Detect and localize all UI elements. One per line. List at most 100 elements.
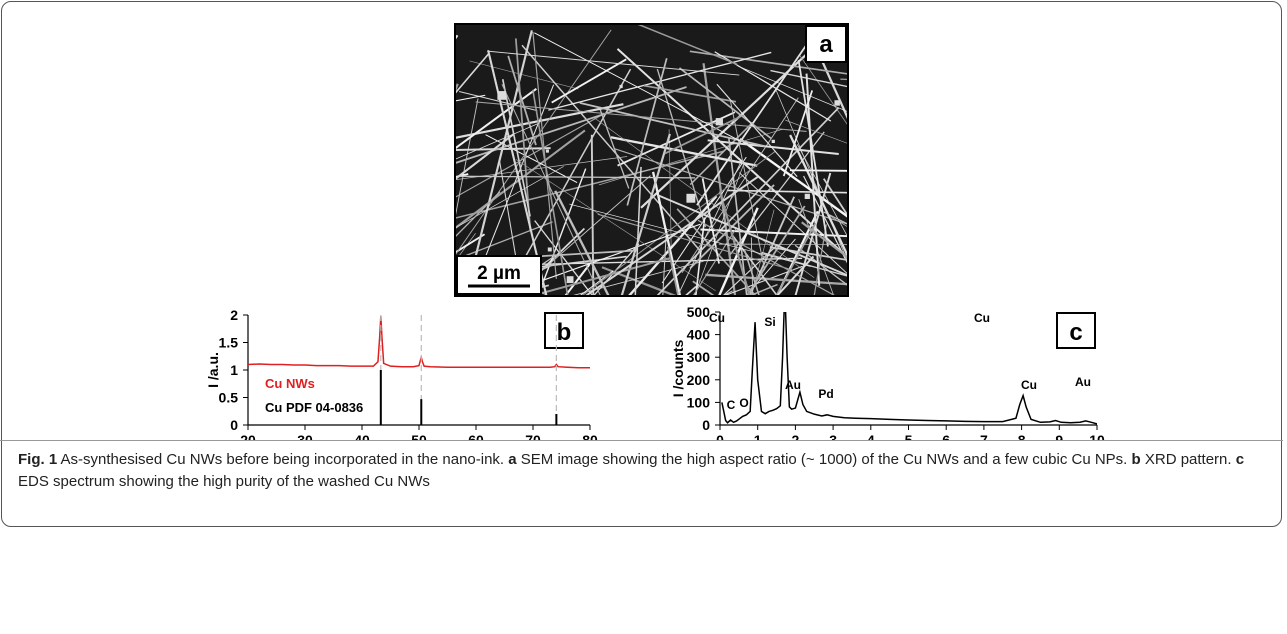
nanowire bbox=[696, 37, 812, 206]
nanowire bbox=[739, 138, 848, 219]
x-tick-label: 4 bbox=[867, 432, 875, 440]
series-label: Cu NWs bbox=[265, 376, 315, 391]
nanowire bbox=[693, 163, 745, 296]
nanowire bbox=[701, 178, 720, 264]
nanowire bbox=[613, 147, 848, 225]
nanowire bbox=[789, 169, 848, 172]
x-tick-label: 70 bbox=[525, 432, 541, 440]
caption-part-label: b bbox=[1131, 451, 1141, 468]
nanowire bbox=[469, 60, 579, 90]
y-tick-label: 0.5 bbox=[219, 390, 239, 406]
nanowire bbox=[637, 24, 738, 65]
peak-label: Cu bbox=[974, 311, 990, 325]
nanowire bbox=[797, 59, 829, 247]
x-tick-label: 50 bbox=[411, 432, 427, 440]
nanowire bbox=[626, 58, 668, 206]
nanowire bbox=[455, 86, 687, 165]
x-tick-label: 9 bbox=[1055, 432, 1063, 440]
nanowire bbox=[515, 159, 716, 292]
nanowire bbox=[657, 194, 848, 277]
nanowire bbox=[599, 109, 630, 189]
nanowire bbox=[827, 214, 848, 228]
nanowire bbox=[684, 285, 697, 296]
caption-part-label: c bbox=[1235, 451, 1245, 468]
x-tick-label: 60 bbox=[468, 432, 484, 440]
nanowire bbox=[692, 280, 716, 296]
nanowire bbox=[828, 33, 848, 44]
nanowire bbox=[823, 211, 848, 225]
nanowire bbox=[487, 50, 548, 296]
nanowire bbox=[583, 176, 759, 296]
x-tick-label: 3 bbox=[829, 432, 837, 440]
figure-number: Fig. 1 bbox=[18, 451, 58, 468]
x-tick-label: 20 bbox=[240, 432, 256, 440]
nanowire bbox=[514, 38, 532, 231]
nanowire bbox=[805, 73, 821, 286]
nanowire bbox=[455, 250, 456, 253]
nanowire bbox=[501, 79, 531, 217]
data-line bbox=[721, 312, 1097, 425]
nanowire bbox=[718, 191, 751, 296]
peak-label: O bbox=[739, 396, 748, 410]
nanowire bbox=[717, 207, 759, 296]
nanowire bbox=[664, 115, 741, 155]
nanowire bbox=[487, 50, 740, 76]
nanowire bbox=[775, 255, 815, 296]
nanoparticle bbox=[804, 193, 810, 199]
nanowire bbox=[455, 156, 628, 181]
nanowire bbox=[770, 69, 848, 88]
y-tick-label: 300 bbox=[687, 349, 711, 365]
y-tick-label: 1.5 bbox=[219, 335, 239, 351]
scale-bar-label: 2 µm bbox=[477, 263, 521, 284]
scale-bar-box bbox=[456, 255, 542, 295]
nanowire bbox=[597, 213, 794, 271]
nanowire bbox=[455, 114, 602, 199]
nanowire bbox=[775, 222, 817, 296]
nanoparticle bbox=[497, 91, 507, 100]
y-tick-label: 2 bbox=[230, 307, 238, 323]
nanowire bbox=[460, 175, 696, 179]
nanowire bbox=[726, 189, 848, 194]
y-tick-label: 100 bbox=[687, 394, 711, 410]
nanoparticle bbox=[834, 100, 840, 106]
nanowire bbox=[677, 162, 742, 296]
nanowire bbox=[729, 101, 766, 271]
y-tick-label: 1 bbox=[230, 362, 238, 378]
figure-frame bbox=[1, 1, 1282, 527]
panel-label-box bbox=[805, 25, 847, 63]
nanowire bbox=[598, 128, 783, 186]
y-tick-label: 400 bbox=[687, 327, 711, 343]
nanowire bbox=[761, 251, 848, 277]
y-tick-label: 500 bbox=[687, 304, 711, 320]
nanowire bbox=[455, 133, 515, 181]
caption-part-text: XRD pattern. bbox=[1144, 451, 1232, 468]
caption: Fig. 1 As-synthesised Cu NWs before bein… bbox=[0, 440, 1283, 493]
nanowire bbox=[794, 244, 848, 287]
y-axis-label: I /counts bbox=[670, 340, 686, 398]
nanowire bbox=[845, 44, 848, 55]
caption-part-label: a bbox=[508, 451, 517, 468]
peak-label: Pd bbox=[818, 387, 833, 401]
nanowire bbox=[498, 160, 523, 296]
nanowire bbox=[721, 244, 778, 296]
x-tick-label: 5 bbox=[905, 432, 913, 440]
nanowire bbox=[579, 102, 766, 148]
peak-label: Au bbox=[785, 378, 801, 392]
nanowire bbox=[455, 103, 624, 139]
nanowire bbox=[813, 224, 827, 296]
nanowire bbox=[782, 90, 814, 177]
nanowire bbox=[580, 150, 776, 296]
nanowire bbox=[840, 78, 848, 81]
series-label: Cu PDF 04-0836 bbox=[265, 400, 363, 415]
nanowire bbox=[594, 117, 815, 278]
nanowire bbox=[846, 170, 848, 173]
nanowire bbox=[745, 238, 796, 296]
nanowire bbox=[700, 228, 848, 238]
y-axis-label: I /a.u. bbox=[205, 352, 221, 388]
nanowire bbox=[747, 283, 778, 296]
nanowire bbox=[455, 34, 459, 41]
y-tick-label: 0 bbox=[702, 417, 710, 433]
nanowire bbox=[845, 33, 848, 37]
nanowire bbox=[737, 65, 848, 113]
